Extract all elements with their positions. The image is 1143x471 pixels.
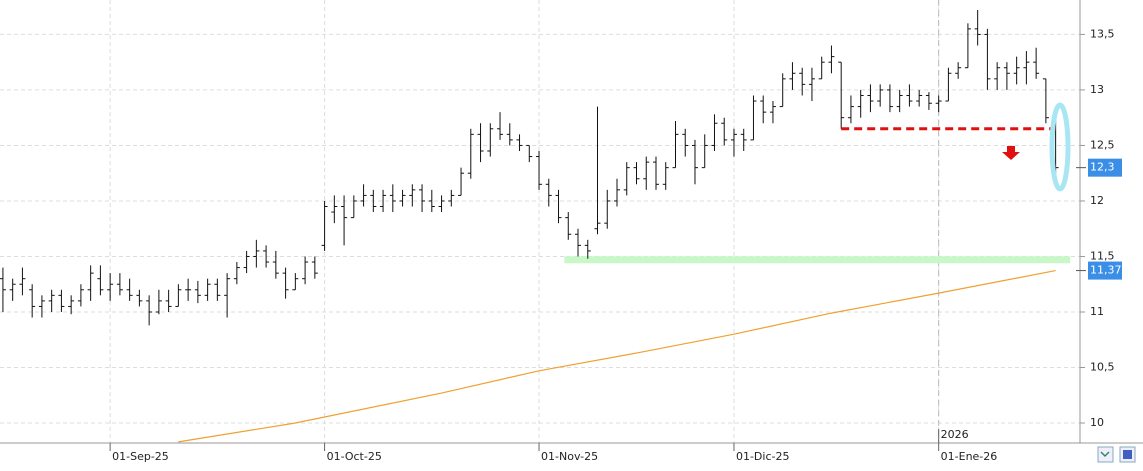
x-tick-label: 01-Oct-25 bbox=[327, 450, 382, 463]
zoom-icon bbox=[1100, 451, 1110, 458]
plot bbox=[0, 9, 1071, 443]
price-label: 12,3 bbox=[1090, 161, 1115, 174]
y-tick-label: 12,5 bbox=[1090, 138, 1115, 151]
y-tick-label: 10 bbox=[1090, 416, 1104, 429]
moving-average bbox=[178, 269, 1056, 443]
x-tick-label: 01-Nov-25 bbox=[541, 450, 598, 463]
highlight-ellipse bbox=[1049, 102, 1071, 192]
x-tick-label: 01-Dic-25 bbox=[736, 450, 790, 463]
y-tick-label: 13,5 bbox=[1090, 27, 1115, 40]
y-tick-label: 11 bbox=[1090, 305, 1104, 318]
price-label: 11,373 bbox=[1090, 264, 1129, 277]
y-tick-label: 13 bbox=[1090, 83, 1104, 96]
x-tick-label: 01-Ene-26 bbox=[941, 450, 998, 463]
price-label-box bbox=[1088, 261, 1122, 280]
axes: 10 10,5 11 11,5 12 12,5 13 13,5 01-Sep-25 01-Oct-… bbox=[109, 27, 1129, 463]
save-icon bbox=[1123, 450, 1132, 459]
y-tick-label: 10,5 bbox=[1090, 361, 1115, 374]
price-label-box bbox=[1088, 158, 1122, 177]
y-tick-label: 11,5 bbox=[1090, 249, 1115, 262]
year-label: 2026 bbox=[941, 428, 969, 441]
x-tick-label: 01-Sep-25 bbox=[112, 450, 169, 463]
y-tick-label: 12 bbox=[1090, 194, 1104, 207]
down-arrow bbox=[1002, 146, 1020, 160]
